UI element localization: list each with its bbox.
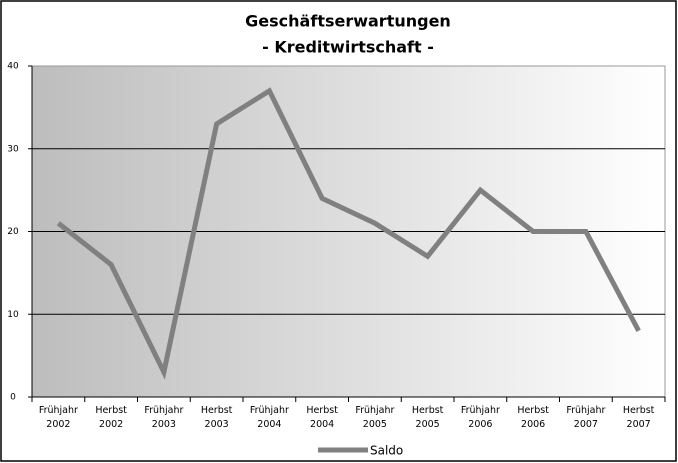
chart-title: Geschäftserwartungen xyxy=(245,12,451,31)
x-tick-label: Frühjahr 2004 xyxy=(249,405,289,430)
y-tick-label: 20 xyxy=(7,227,19,237)
y-tick-label: 30 xyxy=(7,144,19,154)
x-tick-label: Frühjahr 2006 xyxy=(460,405,500,430)
x-tick-label: Herbst 2007 xyxy=(622,405,655,430)
x-tick-label: Frühjahr 2003 xyxy=(144,405,184,430)
x-tick-label: Herbst 2002 xyxy=(95,405,127,430)
x-tick-label: Herbst 2005 xyxy=(411,405,444,430)
y-tick-label: 0 xyxy=(10,393,16,403)
chart-subtitle: - Kreditwirtschaft - xyxy=(262,38,434,57)
x-tick-label: Herbst 2004 xyxy=(306,405,338,430)
x-tick-label: Frühjahr 2002 xyxy=(38,405,78,430)
x-tick-label: Herbst 2003 xyxy=(200,405,233,430)
data-line xyxy=(56,87,641,380)
x-tick-label: Herbst 2006 xyxy=(517,405,549,430)
x-tick-label: Frühjahr 2005 xyxy=(355,405,395,430)
y-tick-label: 40 xyxy=(7,62,19,72)
legend-label: Saldo xyxy=(370,444,403,458)
y-tick-label: 10 xyxy=(7,310,19,320)
x-tick-label: Frühjahr 2007 xyxy=(566,405,606,430)
